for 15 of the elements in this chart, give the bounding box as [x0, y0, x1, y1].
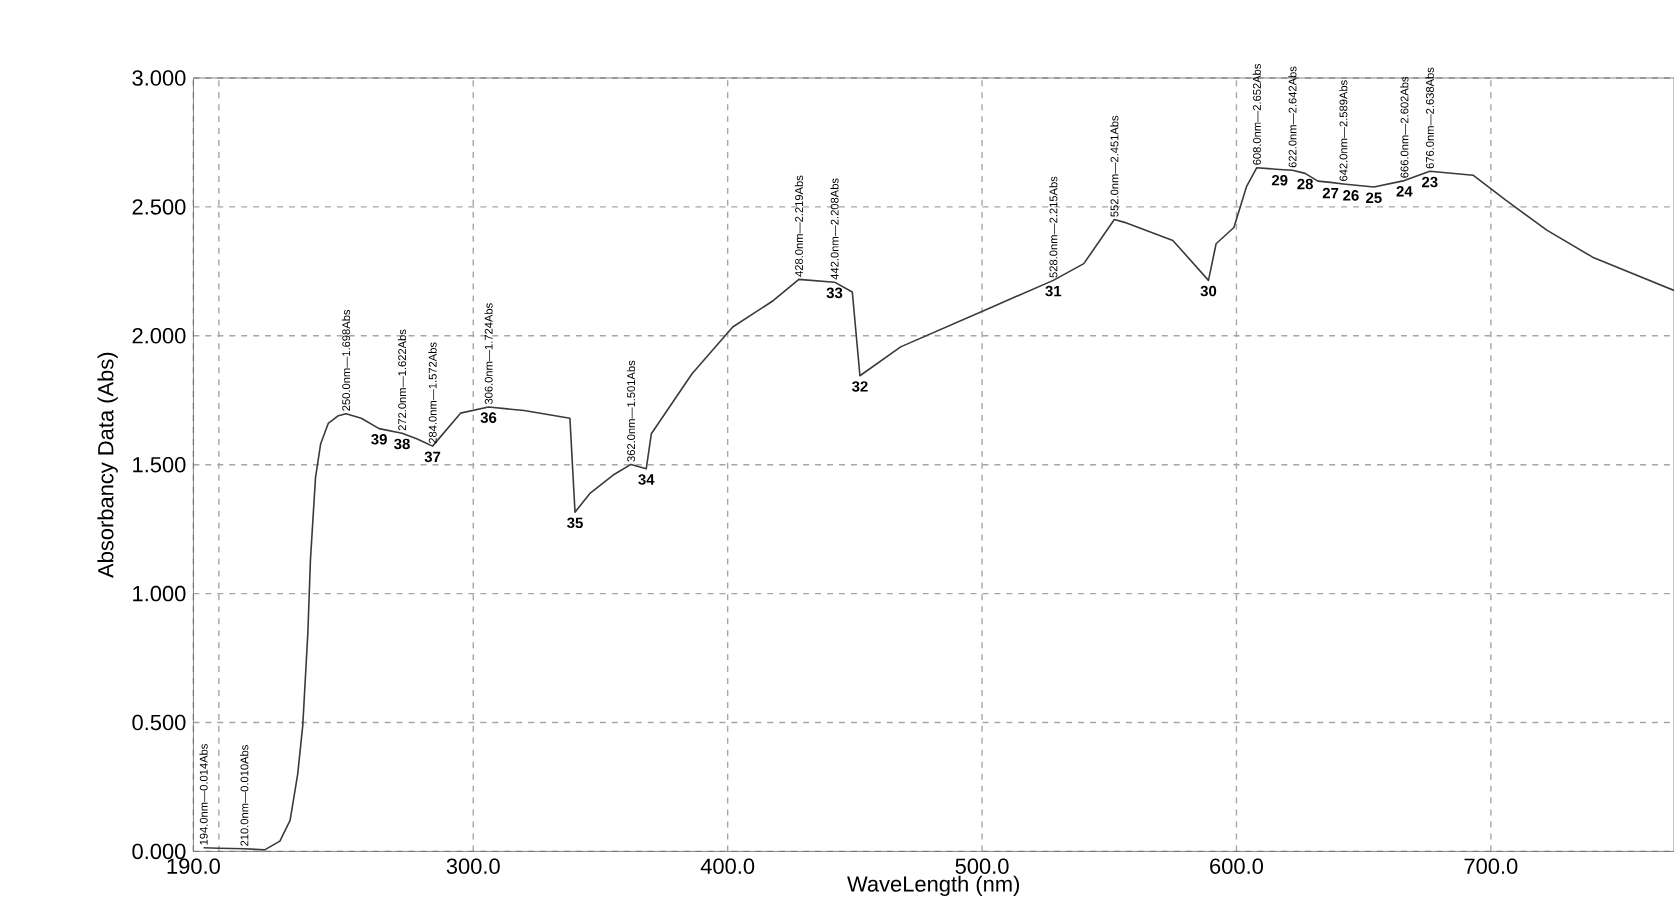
x-tick-label: 500.0	[955, 858, 1009, 874]
x-axis-title: WaveLength (nm)	[847, 875, 1019, 897]
y-tick-label: 2.000	[132, 328, 186, 344]
y-tick-label: 1.000	[133, 585, 186, 602]
y-tick-label: 0.500	[132, 714, 186, 731]
y-tick-label: 0.000	[132, 843, 186, 860]
x-tick-label: 300.0	[446, 858, 500, 874]
y-tick-label: 1.500	[133, 456, 186, 473]
x-tick-label: 700.0	[1464, 858, 1518, 874]
x-tick-label: 600.0	[1210, 858, 1263, 874]
y-tick-label: 3.000	[132, 70, 186, 86]
y-axis-title: Absorbancy Data (Abs)	[97, 352, 118, 578]
x-tick-label: 400.0	[700, 858, 755, 874]
x-tick-label: 190.0	[167, 858, 220, 874]
y-tick-label: 2.500	[132, 199, 186, 215]
